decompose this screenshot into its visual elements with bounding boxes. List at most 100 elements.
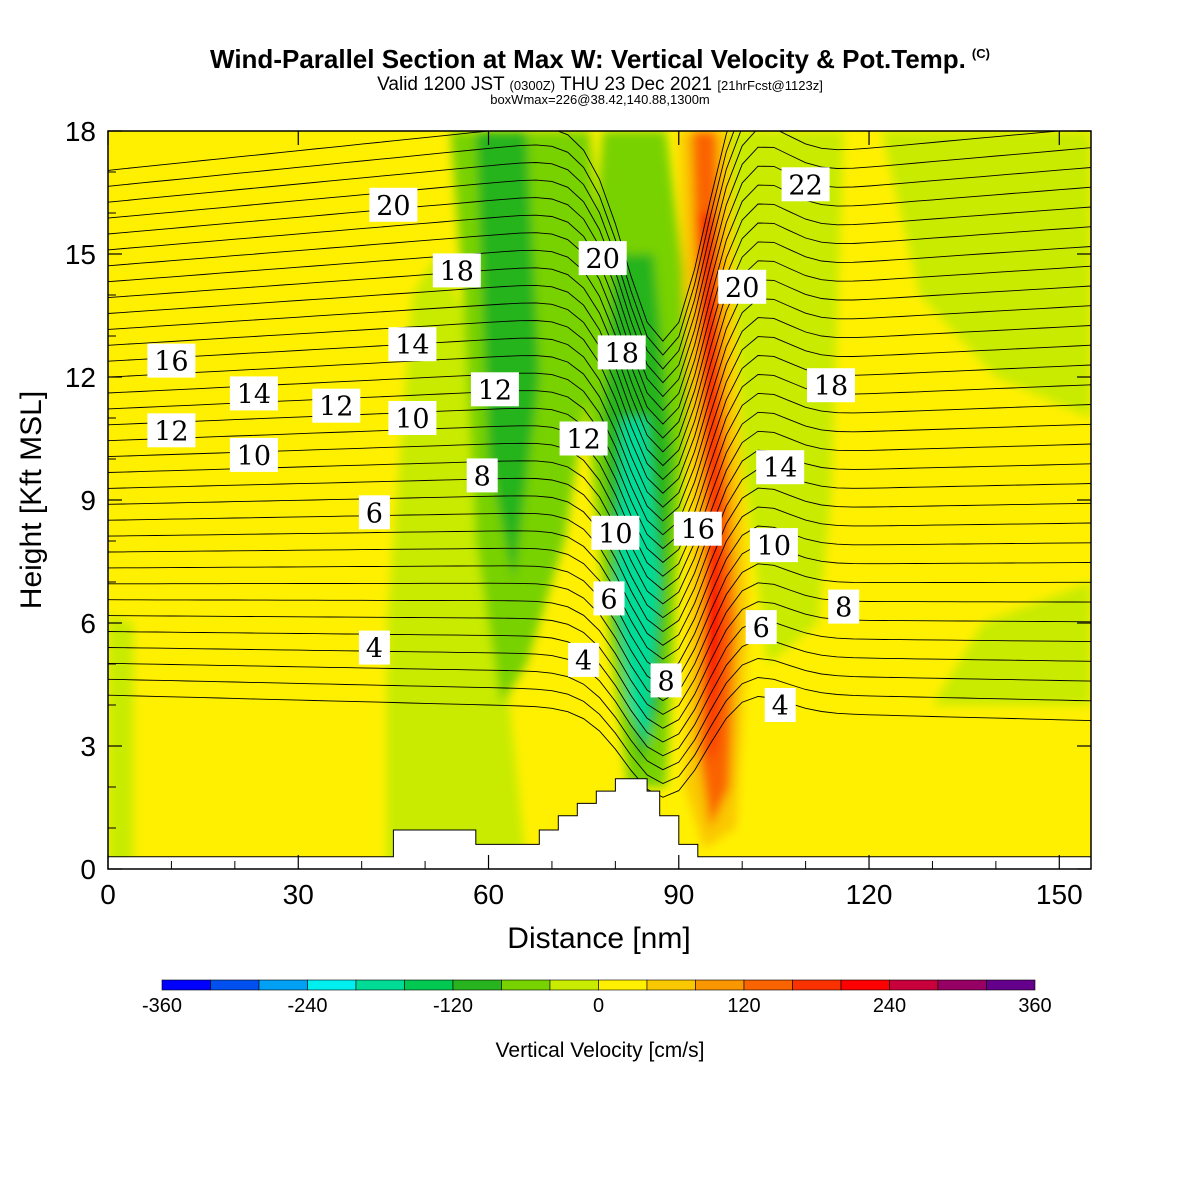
colorbar-swatch bbox=[161, 979, 211, 991]
contour-label: 4 bbox=[358, 630, 390, 665]
colorbar: -360 -240 -120 0 120 240 360 bbox=[142, 979, 1052, 1017]
isentrope-line bbox=[108, 658, 1091, 771]
chart-title: Wind-Parallel Section at Max W: Vertical… bbox=[0, 44, 1200, 75]
colorbar-tick-label: -120 bbox=[433, 995, 473, 1017]
colorbar-swatch bbox=[743, 979, 793, 991]
contour-label: 20 bbox=[578, 241, 627, 276]
contour-label-text: 16 bbox=[154, 347, 188, 378]
isentrope-line bbox=[108, 449, 1091, 619]
isentrope-line bbox=[108, 506, 1091, 660]
colorbar-swatch bbox=[501, 979, 551, 991]
colorbar-swatch bbox=[549, 979, 599, 991]
contour-label-text: 4 bbox=[772, 691, 789, 722]
contour-label: 12 bbox=[470, 372, 519, 407]
colorbar-swatch bbox=[986, 979, 1036, 991]
contour-label: 20 bbox=[718, 269, 767, 304]
valid-date: THU 23 Dec 2021 bbox=[560, 74, 713, 95]
weak-downdraft-left bbox=[108, 614, 134, 869]
isentrope-line bbox=[108, 131, 728, 342]
colorbar-tick-label: 360 bbox=[1018, 995, 1051, 1017]
x-tick-label: 150 bbox=[1036, 879, 1083, 910]
contour-label-text: 22 bbox=[788, 170, 822, 201]
colorbar-tick-label: -360 bbox=[142, 995, 182, 1017]
isentrope-line bbox=[108, 582, 1091, 715]
contour-label: 14 bbox=[229, 376, 278, 411]
isentrope-line bbox=[108, 620, 1091, 743]
colorbar-tick-label: -240 bbox=[287, 995, 327, 1017]
y-tick-label: 0 bbox=[80, 854, 96, 885]
contour-label: 4 bbox=[764, 688, 796, 722]
box-wmax-info: boxWmax=226@38.42,140.88,1300m bbox=[490, 92, 710, 107]
contour-label: 14 bbox=[756, 450, 805, 485]
contour-label: 18 bbox=[432, 253, 481, 288]
isentrope-line bbox=[108, 131, 1064, 384]
y-tick-label: 6 bbox=[80, 608, 96, 639]
valid-time: Valid 1200 JST bbox=[377, 74, 505, 95]
colorbar-swatch bbox=[937, 979, 987, 991]
isentrope-line bbox=[108, 131, 735, 356]
contour-label: 10 bbox=[229, 437, 278, 472]
contour-label: 18 bbox=[597, 335, 646, 370]
utc-time: (0300Z) bbox=[509, 78, 556, 93]
chart-title-text: Wind-Parallel Section at Max W: Vertical… bbox=[210, 44, 966, 74]
contour-label: 12 bbox=[559, 421, 608, 456]
isentrope-line bbox=[108, 222, 1091, 453]
contour-label-text: 10 bbox=[395, 404, 429, 435]
colorbar-swatch bbox=[452, 979, 502, 991]
isentrope-line bbox=[108, 203, 1091, 439]
contour-label: 10 bbox=[749, 528, 798, 563]
contour-label: 18 bbox=[807, 368, 855, 403]
contour-label-text: 18 bbox=[605, 338, 639, 369]
weak-down-far-right bbox=[881, 131, 1091, 418]
plot-area bbox=[108, 131, 1091, 869]
colorbar-title: Vertical Velocity [cm/s] bbox=[496, 1039, 705, 1062]
x-tick-label: 60 bbox=[473, 879, 504, 910]
contour-label: 6 bbox=[593, 581, 625, 616]
contour-label: 6 bbox=[745, 610, 777, 645]
colorbar-swatch bbox=[792, 979, 842, 991]
y-tick-label: 9 bbox=[80, 485, 96, 516]
contour-label: 8 bbox=[828, 589, 860, 624]
isentrope-line bbox=[108, 131, 852, 370]
colorbar-swatch bbox=[355, 979, 405, 991]
colorbar-swatch bbox=[646, 979, 696, 991]
y-tick-label: 12 bbox=[65, 362, 96, 393]
contour-label-text: 12 bbox=[319, 392, 353, 423]
isentrope-line bbox=[108, 184, 1091, 425]
contour-label-text: 14 bbox=[237, 379, 271, 410]
contour-label: 10 bbox=[591, 515, 640, 550]
downdraft-band-max bbox=[615, 418, 660, 746]
contour-label: 12 bbox=[147, 413, 196, 448]
contour-label: 8 bbox=[466, 458, 498, 493]
contour-label-text: 12 bbox=[478, 375, 512, 406]
contour-label-text: 6 bbox=[600, 584, 617, 615]
y-tick-label: 3 bbox=[80, 731, 96, 762]
colorbar-tick-label: 0 bbox=[593, 995, 604, 1017]
contour-label-text: 12 bbox=[566, 425, 600, 456]
contour-label: 20 bbox=[369, 187, 418, 222]
contour-label-text: 16 bbox=[681, 515, 715, 546]
colorbar-tick-label: 240 bbox=[873, 995, 906, 1017]
isentrope-line bbox=[108, 677, 1091, 785]
contour-label-text: 4 bbox=[366, 634, 383, 665]
contour-label: 22 bbox=[781, 167, 830, 202]
isentrope-line bbox=[108, 639, 1091, 757]
isentrope-line bbox=[108, 317, 1091, 522]
y-tick-label: 18 bbox=[65, 116, 96, 147]
contour-label-text: 18 bbox=[814, 371, 848, 402]
isentrope-line bbox=[108, 298, 1091, 508]
isentrope-line bbox=[108, 392, 1091, 577]
contour-label-text: 6 bbox=[753, 613, 770, 644]
contour-label-text: 18 bbox=[440, 256, 474, 287]
contour-label-text: 4 bbox=[575, 646, 592, 677]
isentrope-line bbox=[108, 241, 1091, 467]
contour-label-text: 20 bbox=[586, 244, 620, 275]
forecast-info: [21hrFcst@1123z] bbox=[717, 78, 823, 93]
contour-label-text: 8 bbox=[474, 461, 491, 492]
x-tick-label: 0 bbox=[100, 879, 116, 910]
contour-label: 10 bbox=[388, 401, 437, 435]
contour-label: 12 bbox=[312, 388, 361, 423]
contour-label-text: 10 bbox=[757, 531, 791, 562]
contour-label-text: 14 bbox=[763, 453, 797, 484]
